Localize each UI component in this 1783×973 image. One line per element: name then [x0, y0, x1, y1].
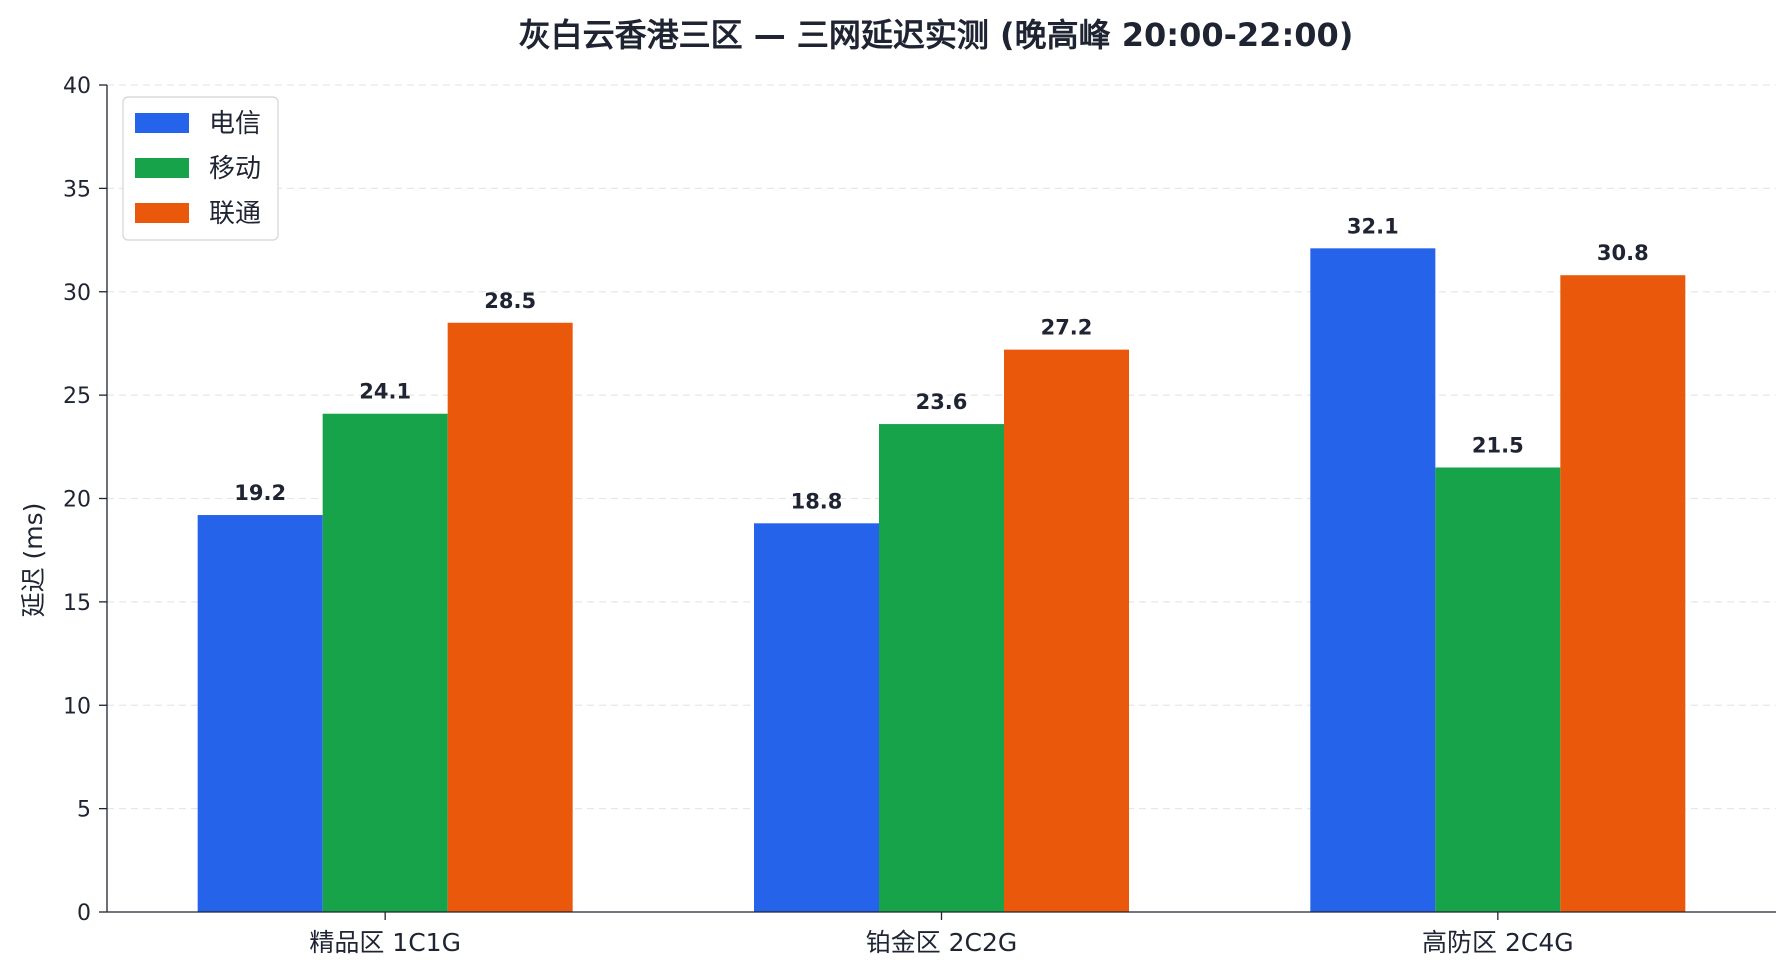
legend-swatch	[135, 158, 189, 178]
axes: 0 5 10 15 20 25 30 35 40 精品区 1C1G 铂金区 2C2G 高防区 2C4G	[63, 74, 1776, 957]
legend-swatch	[135, 203, 189, 223]
x-tick-label: 铂金区 2C2G	[866, 928, 1018, 957]
y-tick-label: 35	[63, 177, 91, 202]
y-axis-label: 延迟 (ms)	[19, 503, 48, 618]
bar-value-label: 32.1	[1347, 214, 1399, 238]
y-tick-label: 5	[77, 798, 91, 823]
bar	[322, 413, 448, 912]
bar	[879, 424, 1004, 912]
legend-swatch	[135, 113, 189, 133]
y-tick-label: 15	[63, 591, 91, 616]
bar	[197, 515, 323, 912]
y-tick-label: 20	[63, 488, 91, 513]
bar	[1560, 275, 1686, 913]
bar	[1435, 467, 1561, 912]
y-tick-label: 30	[63, 281, 91, 306]
y-tick-label: 10	[63, 694, 91, 719]
bar	[1004, 349, 1129, 912]
bar-value-label: 24.1	[359, 380, 411, 404]
x-tick-label: 高防区 2C4G	[1422, 928, 1574, 957]
x-tick-label: 精品区 1C1G	[309, 928, 461, 957]
bar-value-label: 23.6	[916, 390, 968, 414]
bar-value-label: 21.5	[1472, 433, 1524, 457]
bar-value-label: 19.2	[234, 481, 286, 505]
legend-label: 移动	[209, 154, 261, 184]
bar-value-label: 18.8	[791, 489, 843, 513]
bar	[1310, 248, 1436, 912]
bar-value-label: 27.2	[1041, 316, 1093, 340]
bar-value-label: 30.8	[1597, 241, 1649, 265]
legend-label: 电信	[209, 109, 261, 139]
y-tick-label: 40	[63, 74, 91, 99]
chart-title: 灰白云香港三区 — 三网延迟实测 (晚高峰 20:00-22:00)	[519, 16, 1354, 54]
bar	[754, 523, 879, 912]
value-labels: 19.2 24.1 28.5 18.8 23.6 27.2 32.1 21.5 30.8	[234, 214, 1648, 513]
bar-value-label: 28.5	[484, 289, 536, 313]
bars	[197, 248, 1686, 913]
bar	[447, 322, 573, 912]
y-tick-label: 0	[77, 901, 91, 926]
legend-label: 联通	[209, 199, 261, 229]
y-tick-label: 25	[63, 384, 91, 409]
